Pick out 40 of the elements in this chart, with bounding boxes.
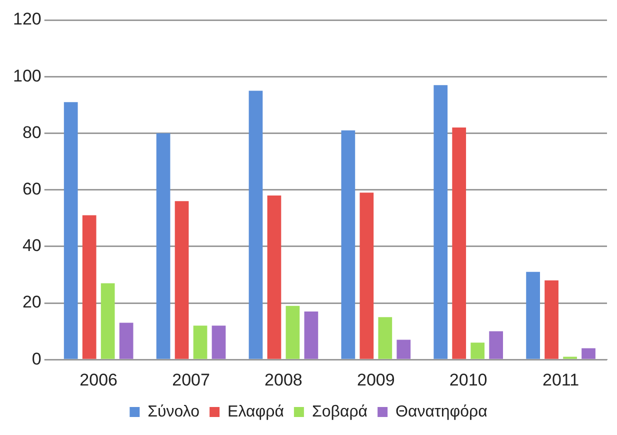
y-tick-label: 60: [22, 179, 42, 198]
legend-label: Ελαφρά: [228, 403, 284, 420]
bar: [544, 280, 558, 359]
y-tick-label: 80: [22, 122, 42, 142]
bar: [174, 201, 189, 359]
x-tick-label: 2009: [356, 370, 395, 390]
bar: [378, 317, 392, 359]
legend-label: Θανατηφόρα: [396, 403, 488, 420]
y-tick-label: 120: [12, 10, 42, 29]
y-tick-label: 0: [32, 349, 42, 368]
bar: [119, 322, 134, 359]
bar: [267, 195, 282, 359]
x-tick-label: 2011: [542, 370, 580, 390]
x-tick-label: 2006: [80, 370, 118, 390]
bar: [212, 326, 226, 359]
bar: [489, 331, 504, 359]
bar: [452, 128, 466, 359]
bar: [156, 133, 170, 359]
y-tick-label: 100: [12, 66, 42, 86]
bar: [396, 340, 411, 359]
bar: [434, 85, 448, 359]
bar: [582, 348, 596, 359]
y-tick-label: 40: [22, 236, 42, 256]
y-tick-label: 20: [22, 292, 42, 312]
x-tick-label: 2007: [172, 370, 210, 390]
bar: [286, 306, 300, 359]
bar: [360, 192, 374, 359]
x-tick-label: 2008: [264, 370, 302, 390]
bar: [64, 102, 78, 359]
bar: [470, 342, 485, 359]
bar: [304, 311, 318, 359]
bar: [193, 326, 208, 359]
legend-label: Σοβαρά: [312, 403, 368, 420]
bar: [341, 130, 356, 359]
bar: [82, 215, 96, 359]
bar: [100, 283, 115, 359]
bar: [526, 272, 540, 359]
bar: [248, 90, 263, 359]
legend-label: Σύνολο: [148, 403, 200, 420]
x-tick-label: 2010: [449, 370, 488, 390]
